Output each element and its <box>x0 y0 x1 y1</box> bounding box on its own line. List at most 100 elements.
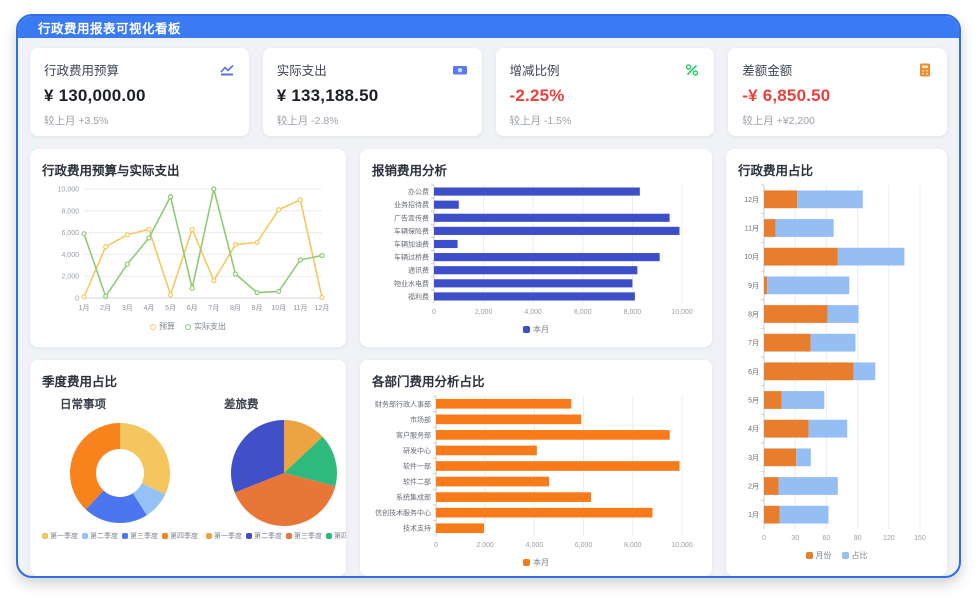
legend-item[interactable]: 预算 <box>150 321 175 332</box>
dashboard-window: 行政费用报表可视化看板 行政费用预算 ¥ 130,000.00 较上月 +3.5… <box>16 14 961 578</box>
bar-segment <box>764 391 782 409</box>
reimbursement-chart-card: 报销费用分析 0 2,000 4,000 6,000 8,000 10,000 办公费 业务招… <box>360 149 712 347</box>
legend-item[interactable]: 本月 <box>523 324 549 335</box>
bar-segment <box>764 448 797 467</box>
svg-text:软件一部: 软件一部 <box>403 462 431 471</box>
bar-segment <box>764 276 768 295</box>
svg-text:物业水电费: 物业水电费 <box>394 279 429 288</box>
svg-text:10,000: 10,000 <box>58 187 80 194</box>
legend-item[interactable]: 第四季度 <box>162 531 198 541</box>
legend-item[interactable]: 第一季度 <box>42 531 78 541</box>
pie-title: 差旅费 <box>224 399 259 411</box>
kpi-subtext: 较上月 +¥2,200 <box>742 115 815 127</box>
titlebar: 行政费用报表可视化看板 <box>18 16 959 38</box>
chart-legend: 预算 实际支出 <box>42 321 334 332</box>
legend-item[interactable]: 第二季度 <box>82 531 118 541</box>
svg-text:9月: 9月 <box>252 304 263 312</box>
svg-text:9月: 9月 <box>748 282 759 290</box>
page-title: 行政费用报表可视化看板 <box>38 21 182 36</box>
bar-segment <box>810 333 856 352</box>
svg-text:2月: 2月 <box>100 304 111 312</box>
department-chart-card: 各部门费用分析占比 0 2,000 4,000 6,000 8,000 10,000 财务部… <box>360 360 712 576</box>
legend-label: 第一季度 <box>214 533 242 540</box>
svg-text:60: 60 <box>823 535 831 542</box>
bar-segment <box>764 505 780 524</box>
pie-slice <box>120 423 170 495</box>
legend-item[interactable]: 实际支出 <box>185 321 226 332</box>
legend-item[interactable]: 第三季度 <box>122 531 158 541</box>
svg-text:12月: 12月 <box>315 304 330 312</box>
bar-segment <box>808 419 848 438</box>
pie-slice <box>231 420 284 493</box>
chart-title: 行政费用预算与实际支出 <box>42 164 180 178</box>
chart-title: 各部门费用分析占比 <box>372 375 485 389</box>
pie-slice <box>234 473 336 526</box>
legend-label: 本月 <box>533 325 549 334</box>
kpi-label: 实际支出 <box>276 64 327 78</box>
svg-text:信创技术服务中心: 信创技术服务中心 <box>375 508 431 517</box>
kpi-value: -¥ 6,850.50 <box>742 86 831 105</box>
legend-label: 月份 <box>815 551 832 560</box>
svg-text:5月: 5月 <box>748 397 759 405</box>
bar-segment <box>434 253 660 262</box>
legend-item[interactable]: 月份 <box>805 550 832 561</box>
legend-label: 第三季度 <box>294 533 322 540</box>
bar-segment <box>837 247 905 266</box>
svg-text:90: 90 <box>854 535 862 542</box>
svg-text:通讯费: 通讯费 <box>408 266 429 275</box>
svg-text:4,000: 4,000 <box>524 309 542 316</box>
svg-text:车辆加油费: 车辆加油费 <box>394 240 429 249</box>
bar-segment <box>764 305 828 323</box>
svg-text:业务招待费: 业务招待费 <box>394 200 429 209</box>
legend-item[interactable]: 第三季度 <box>286 531 322 541</box>
bar-segment <box>436 461 680 471</box>
svg-text:11月: 11月 <box>293 304 307 312</box>
bar-segment <box>764 362 854 381</box>
budget-vs-actual-line-chart: 0 2,000 4,000 6,000 8,000 10,000 1月 2月 3月 4月 5月 6月 7… <box>42 181 334 332</box>
legend-label: 第三季度 <box>130 533 158 540</box>
legend-item[interactable]: 占比 <box>841 550 868 561</box>
svg-text:10月: 10月 <box>271 304 286 312</box>
bar-segment <box>436 430 670 440</box>
legend-item[interactable]: 第四季度 <box>326 531 346 541</box>
svg-text:7月: 7月 <box>748 339 759 347</box>
chart-legend: 本月 <box>372 324 700 335</box>
svg-text:11月: 11月 <box>745 225 759 233</box>
legend-item[interactable]: 第二季度 <box>246 531 282 541</box>
kpi-card-change-ratio: 增减比例 -2.25% 较上月 -1.5% <box>495 48 715 136</box>
kpi-value: ¥ 133,188.50 <box>276 86 379 105</box>
pie-slice <box>284 436 337 487</box>
svg-text:2,000: 2,000 <box>61 274 79 281</box>
svg-text:10,000: 10,000 <box>671 309 693 316</box>
calculator-icon <box>917 62 933 78</box>
svg-text:6,000: 6,000 <box>61 230 79 237</box>
bar-segment <box>764 333 811 352</box>
bar-segment <box>796 448 811 467</box>
svg-text:福利费: 福利费 <box>408 292 429 301</box>
legend-label: 实际支出 <box>194 322 226 331</box>
chart-legend: 月份 占比 <box>738 550 935 561</box>
svg-text:6月: 6月 <box>748 368 759 376</box>
kpi-subtext: 较上月 +3.5% <box>44 115 109 127</box>
svg-text:0: 0 <box>432 309 436 316</box>
bar-segment <box>434 187 640 196</box>
svg-text:4月: 4月 <box>748 425 759 433</box>
chart-title: 季度费用占比 <box>42 375 118 389</box>
bar-segment <box>827 305 859 323</box>
legend-item[interactable]: 第一季度 <box>206 531 242 541</box>
admin-ratio-chart-card: 行政费用占比 0 30 60 90 120 150 12月 11月 10月 9月 8月 7月 6月 5月 4… <box>726 149 947 576</box>
legend-label: 第四季度 <box>334 533 346 540</box>
svg-text:4,000: 4,000 <box>61 252 79 259</box>
bar-segment <box>764 477 779 495</box>
bar-segment <box>436 445 537 456</box>
bar-segment <box>436 507 653 518</box>
bar-segment <box>764 219 776 237</box>
banknote-icon <box>452 62 468 78</box>
svg-text:研发中心: 研发中心 <box>403 446 431 455</box>
legend-item[interactable]: 本月 <box>523 557 549 568</box>
svg-text:4,000: 4,000 <box>526 542 544 549</box>
bar-segment <box>434 226 680 235</box>
svg-text:市场部: 市场部 <box>410 415 431 424</box>
bar-segment <box>764 247 838 266</box>
